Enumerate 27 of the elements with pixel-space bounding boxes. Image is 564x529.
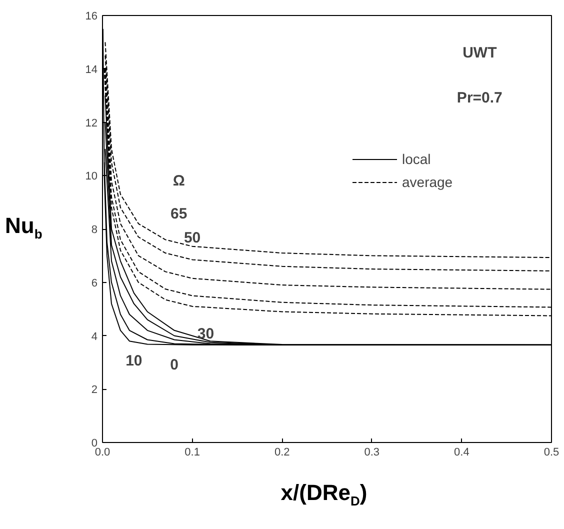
y-tick-label: 16 [85, 10, 98, 22]
y-tick-label: 8 [91, 224, 98, 236]
annotation: 0 [170, 356, 179, 374]
annotation: 10 [126, 352, 142, 370]
legend-label: average [402, 174, 453, 190]
y-tick-label: 4 [91, 330, 98, 343]
y-tick-label: 6 [91, 277, 98, 290]
x-tick-label: 0.2 [274, 446, 290, 458]
annotation: Ω [172, 172, 185, 190]
annotation: 30 [197, 326, 214, 343]
y-tick-label: 14 [85, 64, 98, 76]
x-tick-label: 0.5 [544, 446, 560, 458]
legend-label: local [402, 151, 431, 167]
annotation: Pr=0.7 [456, 90, 502, 107]
y-tick-label: 12 [85, 117, 98, 130]
y-tick-label: 10 [85, 170, 98, 183]
x-axis-title: x/(DRe$_{D}$) [280, 479, 368, 510]
annotation: 65 [170, 205, 188, 222]
x-tick-label: 0.0 [94, 446, 110, 458]
y-tick-label: 0 [91, 438, 98, 450]
x-tick-label: 0.3 [364, 446, 380, 458]
y-tick-label: 2 [91, 384, 98, 396]
annotation: UWT [462, 44, 497, 62]
x-tick-label: 0.1 [184, 446, 200, 458]
x-tick-label: 0.4 [454, 446, 470, 458]
y-axis-title: Nu$_{b}$ [5, 212, 42, 244]
annotation: 50 [184, 230, 201, 247]
